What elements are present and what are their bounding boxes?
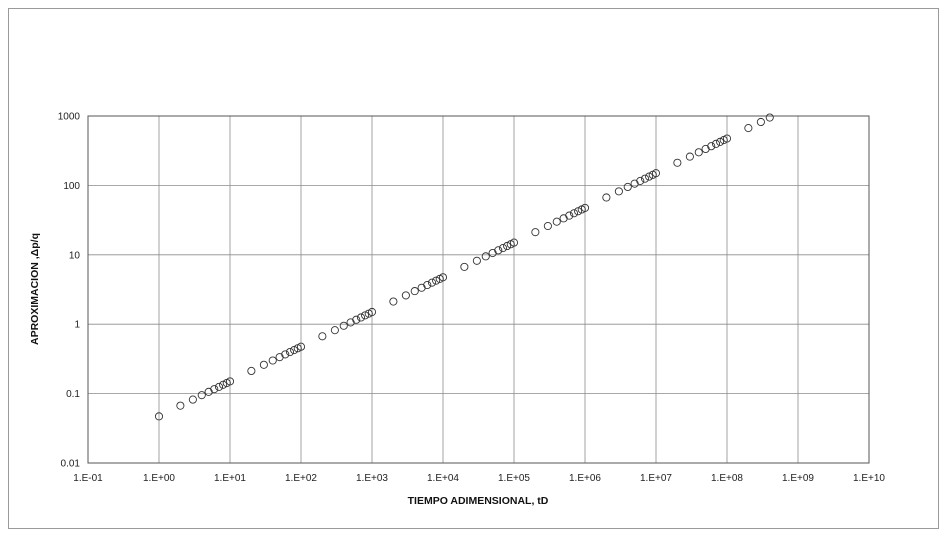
x-tick-label: 1.E-01 (73, 473, 103, 484)
data-point (417, 283, 426, 292)
data-point (214, 382, 224, 391)
data-point (438, 273, 448, 282)
x-tick-labels: 1.E-01 1.E+00 1.E+01 1.E+02 1.E+03 1.E+04 1.E+… (73, 473, 885, 484)
data-point (367, 307, 377, 317)
x-tick-label: 1.E+08 (711, 473, 743, 484)
data-point (225, 377, 235, 386)
x-tick-label: 1.E+04 (427, 473, 459, 484)
data-point (602, 193, 611, 202)
plot-area (87, 115, 870, 464)
data-point (640, 174, 650, 183)
data-point (694, 148, 703, 157)
data-point (346, 318, 355, 327)
x-tick-label: 1.E+00 (143, 473, 175, 484)
data-point (716, 137, 725, 146)
data-point (623, 182, 632, 191)
x-tick-label: 1.E+05 (498, 473, 530, 484)
data-point (339, 321, 348, 330)
x-tick-label: 1.E+10 (853, 473, 885, 484)
data-point (356, 313, 366, 322)
data-point (432, 276, 441, 285)
data-point (494, 246, 503, 255)
data-point (614, 187, 623, 196)
data-point (685, 152, 694, 161)
data-point (460, 262, 469, 271)
data-point (188, 395, 197, 404)
data-point (427, 278, 437, 287)
data-point (765, 113, 774, 122)
data-point (552, 217, 561, 226)
data-point (176, 401, 185, 410)
data-point (707, 142, 716, 151)
y-tick-label: 100 (63, 181, 80, 192)
data-point (268, 356, 277, 365)
data-point (673, 158, 682, 167)
data-point (259, 360, 268, 369)
x-tick-label: 1.E+09 (782, 473, 814, 484)
data-point (569, 209, 579, 218)
x-tick-label: 1.E+01 (214, 473, 246, 484)
data-point (481, 252, 490, 261)
y-tick-label: 0.1 (66, 389, 80, 400)
data-point (531, 228, 540, 237)
data-point (701, 144, 710, 154)
data-point (361, 311, 370, 320)
data-point (296, 342, 306, 351)
data-point (247, 366, 256, 376)
data-point (543, 221, 552, 231)
data-point (711, 139, 721, 148)
y-tick-labels: 1000 100 10 1 0.1 0.01 (58, 112, 81, 470)
data-point (204, 387, 213, 396)
grid-layer (88, 116, 869, 463)
data-points (154, 113, 774, 421)
data-point (389, 297, 398, 306)
data-point (423, 280, 432, 290)
x-tick-label: 1.E+02 (285, 473, 317, 484)
data-point (401, 291, 410, 300)
data-point (574, 207, 583, 216)
data-point (559, 214, 568, 223)
y-tick-label: 1000 (58, 112, 81, 123)
x-tick-label: 1.E+03 (356, 473, 388, 484)
y-tick-label: 0.01 (61, 459, 81, 470)
data-point (330, 326, 339, 335)
data-point (410, 287, 419, 296)
data-point (281, 350, 290, 359)
data-point (756, 117, 765, 127)
data-point (509, 238, 519, 247)
data-point (488, 248, 497, 258)
data-point (352, 315, 361, 324)
x-tick-label: 1.E+07 (640, 473, 672, 484)
y-axis-title: APROXIMACION ,Δp/q (29, 233, 41, 345)
data-point (580, 203, 590, 212)
data-point (498, 244, 508, 253)
x-axis-title: TIEMPO ADIMENSIONAL, tD (408, 495, 549, 507)
data-point (630, 179, 639, 188)
data-point (472, 256, 481, 265)
data-point (565, 211, 574, 220)
data-point (210, 385, 219, 394)
data-point (219, 380, 228, 389)
x-tick-label: 1.E+06 (569, 473, 601, 484)
data-point (503, 241, 512, 251)
data-point (645, 172, 654, 181)
data-point (744, 124, 753, 133)
data-point (722, 134, 732, 143)
data-point (154, 412, 164, 421)
data-point (651, 169, 661, 178)
data-point (285, 347, 295, 357)
data-point (275, 353, 284, 362)
data-point (290, 346, 299, 355)
y-tick-label: 1 (74, 320, 80, 331)
data-point (318, 332, 327, 341)
data-point (636, 176, 645, 185)
data-point (197, 391, 206, 400)
y-tick-label: 10 (69, 250, 81, 261)
chart-frame (8, 8, 939, 529)
